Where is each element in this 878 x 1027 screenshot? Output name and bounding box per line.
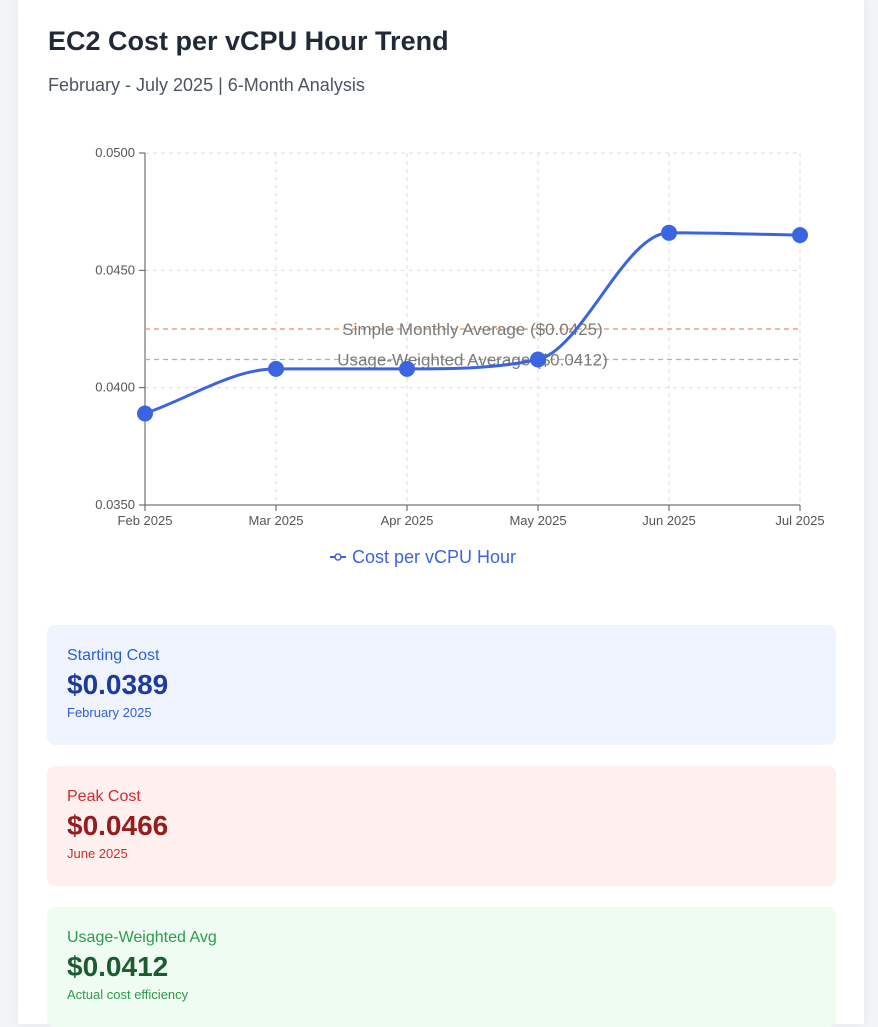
x-tick-label: Jun 2025 [642, 513, 696, 528]
legend-label: Cost per vCPU Hour [352, 547, 516, 567]
stat-card-weighted-avg: Usage-Weighted Avg $0.0412 Actual cost e… [47, 907, 836, 1027]
x-tick-label: Apr 2025 [381, 513, 434, 528]
data-point [661, 224, 677, 241]
y-tick-label: 0.0500 [95, 145, 135, 160]
stat-label: Peak Cost [67, 788, 141, 805]
stat-card-starting-cost: Starting Cost $0.0389 February 2025 [47, 625, 836, 745]
stat-note: Actual cost efficiency [67, 987, 189, 1002]
page-subtitle: February - July 2025 | 6-Month Analysis [48, 75, 365, 95]
data-point [399, 360, 415, 377]
stat-note: June 2025 [67, 846, 128, 861]
data-point [268, 360, 284, 377]
stat-value: $0.0412 [67, 951, 169, 982]
x-tick-label: May 2025 [509, 513, 566, 528]
legend-marker [334, 553, 342, 561]
y-tick-label: 0.0350 [95, 497, 135, 512]
x-tick-label: Feb 2025 [118, 513, 173, 528]
data-point [137, 405, 153, 422]
x-tick-label: Jul 2025 [775, 513, 824, 528]
reference-line-label: Simple Monthly Average ($0.0425) [342, 320, 603, 339]
stat-label: Usage-Weighted Avg [67, 929, 217, 946]
x-tick-label: Mar 2025 [249, 513, 304, 528]
stat-card-peak-cost: Peak Cost $0.0466 June 2025 [47, 766, 836, 886]
data-point [530, 351, 546, 368]
series-line [144, 231, 801, 415]
stat-note: February 2025 [67, 705, 152, 720]
stat-value: $0.0389 [67, 669, 169, 700]
y-tick-label: 0.0450 [95, 262, 135, 277]
data-point [792, 227, 808, 244]
page-title: EC2 Cost per vCPU Hour Trend [48, 26, 449, 56]
y-tick-label: 0.0400 [95, 380, 135, 395]
stat-value: $0.0466 [67, 810, 169, 841]
stat-label: Starting Cost [67, 647, 160, 664]
